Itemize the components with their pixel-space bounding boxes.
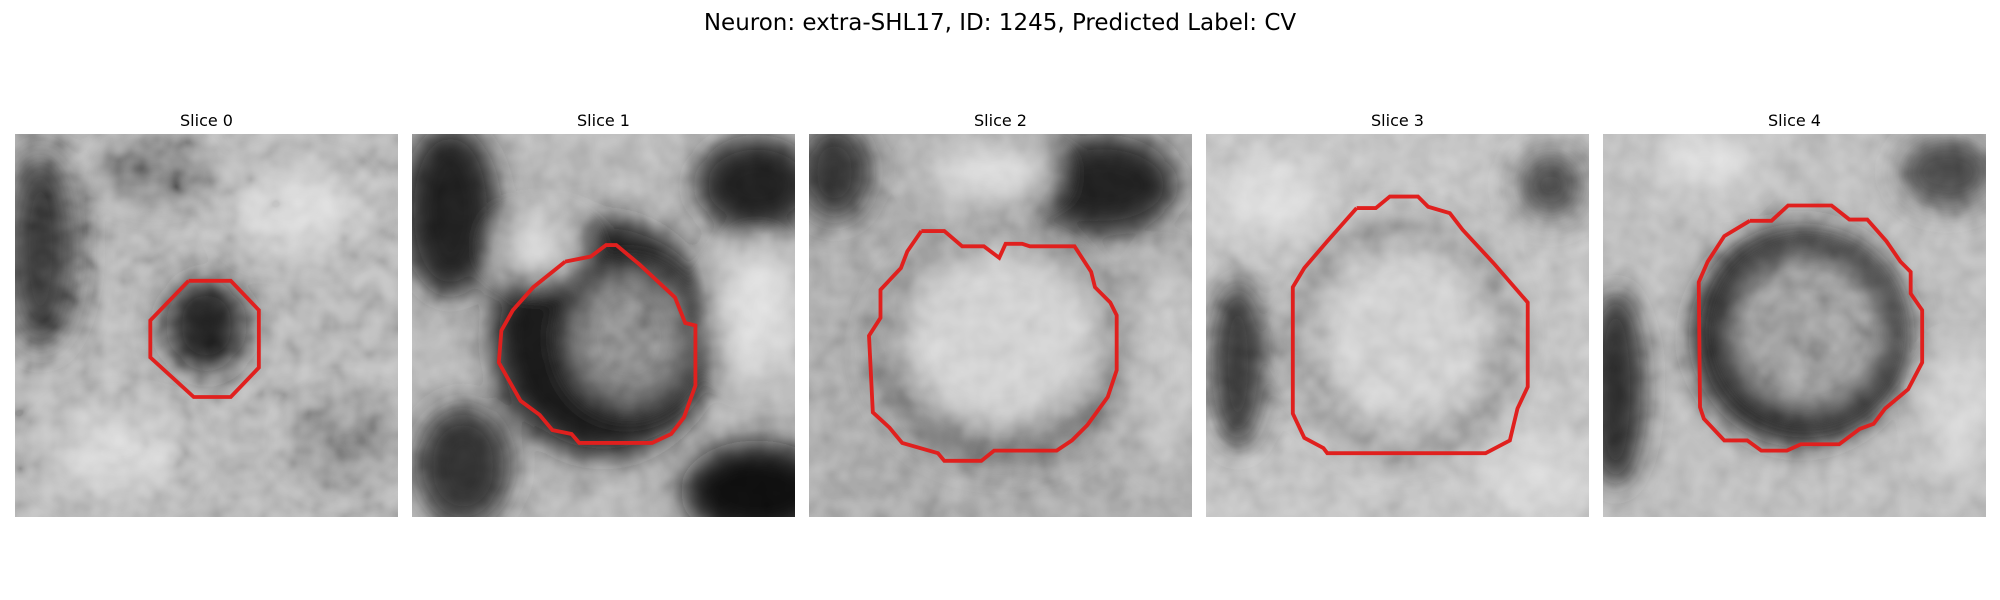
slice-image-3 bbox=[1206, 134, 1589, 517]
slice-title-4: Slice 4 bbox=[1768, 111, 1821, 130]
slice-panel-4: Slice 4 bbox=[1603, 108, 1986, 517]
contour-0 bbox=[148, 278, 261, 399]
slice-title-3: Slice 3 bbox=[1371, 111, 1424, 130]
slice-title-0: Slice 0 bbox=[180, 111, 233, 130]
slice-image-1 bbox=[412, 134, 795, 517]
contour-3 bbox=[1290, 194, 1530, 456]
slice-panel-3: Slice 3 bbox=[1206, 108, 1589, 517]
slice-title-2: Slice 2 bbox=[974, 111, 1027, 130]
contour-4 bbox=[1696, 203, 1925, 453]
contour-1 bbox=[496, 243, 698, 445]
slice-panel-0: Slice 0 bbox=[15, 108, 398, 517]
slice-panel-1: Slice 1 bbox=[412, 108, 795, 517]
slice-image-4 bbox=[1603, 134, 1986, 517]
slice-image-0 bbox=[15, 134, 398, 517]
slice-image-2 bbox=[809, 134, 1192, 517]
figure-title: Neuron: extra-SHL17, ID: 1245, Predicted… bbox=[703, 10, 1297, 36]
contour-2 bbox=[867, 229, 1119, 463]
slice-title-1: Slice 1 bbox=[577, 111, 630, 130]
slice-panel-2: Slice 2 bbox=[809, 108, 1192, 517]
